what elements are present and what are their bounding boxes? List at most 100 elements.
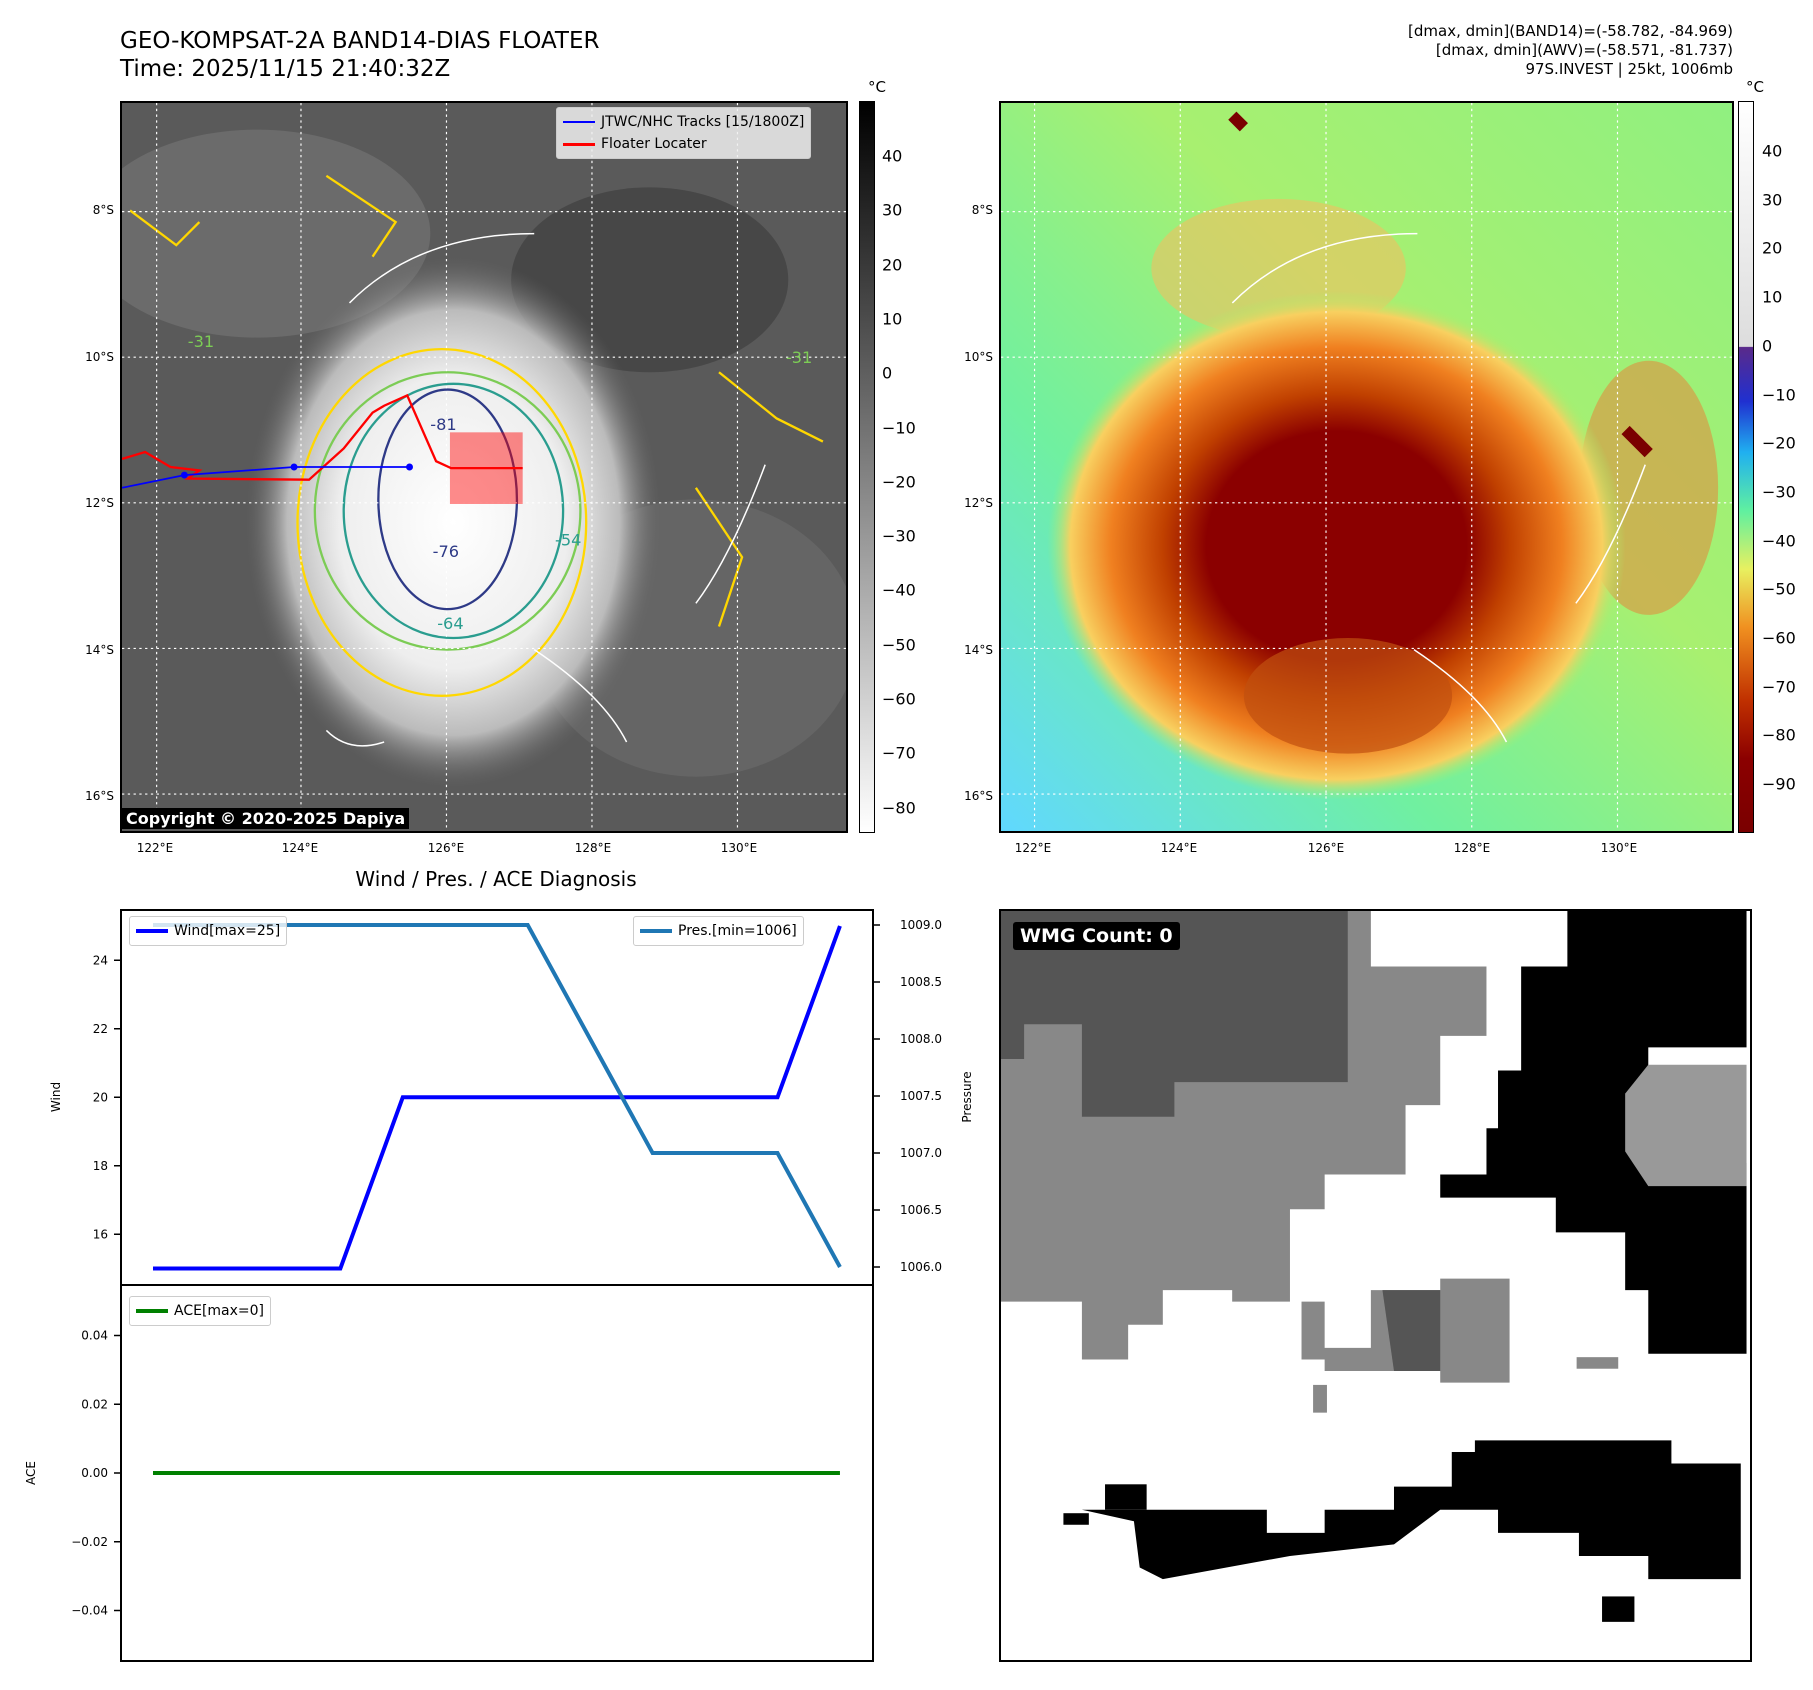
storm-info: 97S.INVEST | 25kt, 1006mb (1525, 60, 1733, 78)
pressure-axis-label: Pressure (960, 1071, 974, 1123)
contour-label: -76 (433, 542, 459, 561)
colorbar-tick: 30 (1762, 190, 1783, 210)
ace-axis-label: ACE (24, 1461, 38, 1485)
colorbar-tick: −60 (882, 689, 916, 709)
lon-tick: 128°E (574, 841, 612, 855)
pressure-tick: 1006.0 (900, 1260, 942, 1274)
awv-map[interactable] (999, 101, 1734, 833)
floater-locater-line (122, 393, 523, 481)
lon-tick: 130°E (1600, 841, 1638, 855)
wind-legend-swatch (136, 929, 168, 933)
colorbar-tick: −50 (1762, 579, 1796, 599)
wind-axis-label: Wind (49, 1081, 63, 1113)
colorbar-tick: 20 (1762, 238, 1783, 258)
colorbar-tick: −10 (1762, 385, 1796, 404)
pres-legend-swatch (640, 929, 672, 933)
info-block: [dmax, dmin](BAND14)=(-58.782, -84.969) … (1408, 22, 1733, 79)
colorbar-tick: 30 (882, 200, 903, 220)
wind-line (153, 925, 842, 1271)
colorbar-tick: −50 (882, 635, 916, 655)
awv-map-image (1001, 103, 1732, 831)
colorbar-tick: −70 (1762, 677, 1796, 697)
pressure-tick: 1006.5 (900, 1203, 942, 1217)
wind-tick: 24 (93, 953, 108, 967)
legend-floater: Floater Locater (601, 136, 707, 152)
colorbar-tick: 40 (882, 146, 903, 166)
ace-legend-swatch (136, 1309, 168, 1313)
colorbar-tick: −10 (882, 418, 916, 437)
ace-panel[interactable] (120, 1284, 874, 1662)
lon-tick: 126°E (1307, 841, 1345, 855)
ace-tick: 0.00 (81, 1466, 108, 1480)
ir-map[interactable]: -81 -76 -64 -54 -31 -31 (120, 101, 848, 833)
pressure-tick: 1007.5 (900, 1089, 942, 1103)
colorbar-tick: −30 (1762, 482, 1796, 502)
ace-tick: −0.04 (71, 1604, 108, 1618)
pres-legend-label: Pres.[min=1006] (678, 923, 797, 939)
wmg-count: WMG Count: 0 (1013, 922, 1180, 950)
diagnosis-title: Wind / Pres. / ACE Diagnosis (355, 867, 637, 891)
colorbar-tick: −40 (882, 580, 916, 600)
lon-tick: 128°E (1453, 841, 1491, 855)
lat-tick: 10°S (964, 350, 993, 364)
ace-tick: 0.02 (81, 1397, 108, 1411)
time-line: Time: 2025/11/15 21:40:32Z (120, 56, 451, 82)
band14-range: [dmax, dmin](BAND14)=(-58.782, -84.969) (1408, 22, 1733, 40)
colorbar-tick: 10 (882, 309, 903, 329)
colorbar-tick: 0 (1762, 336, 1773, 356)
pressure-tick: 1008.0 (900, 1032, 942, 1046)
colorbar-tick: 0 (882, 363, 893, 383)
wind-tick: 18 (93, 1159, 108, 1173)
colorbar-tick: 10 (1762, 287, 1783, 307)
colorbar-tick: −70 (882, 743, 916, 763)
colorbar-tick: 40 (1762, 141, 1783, 161)
lat-tick: 14°S (85, 643, 114, 657)
contour-label: -81 (430, 415, 456, 434)
copyright: Copyright © 2020-2025 Dapiya (122, 808, 410, 829)
colorbar-left (859, 101, 875, 833)
contour-label: -31 (786, 348, 812, 367)
pressure-tick: 1007.0 (900, 1146, 942, 1160)
lon-tick: 122°E (136, 841, 174, 855)
wind-tick: 20 (93, 1090, 108, 1104)
lon-tick: 124°E (1160, 841, 1198, 855)
wind-legend-label: Wind[max=25] (174, 923, 281, 939)
contour-label: -54 (555, 531, 581, 550)
lon-tick: 130°E (720, 841, 758, 855)
pressure-tick: 1009.0 (900, 918, 942, 932)
track-legend-swatch (563, 121, 595, 123)
awv-range: [dmax, dmin](AWV)=(-58.571, -81.737) (1435, 41, 1733, 59)
ace-tick: 0.04 (81, 1329, 108, 1343)
colorbar-tick: −60 (1762, 628, 1796, 648)
colorbar-tick: −80 (1762, 725, 1796, 745)
pressure-legend: Pres.[min=1006] (633, 916, 804, 946)
lat-tick: 14°S (964, 643, 993, 657)
wmg-panel[interactable] (999, 909, 1752, 1662)
track-line (122, 466, 410, 489)
colorbar-tick: −90 (1762, 774, 1796, 794)
contour-label: -64 (437, 614, 463, 633)
lat-tick: 8°S (92, 203, 114, 217)
ace-legend-label: ACE[max=0] (174, 1303, 265, 1319)
colorbar-tick: −80 (882, 798, 916, 818)
pressure-tick: 1008.5 (900, 975, 942, 989)
ir-map-image: -81 -76 -64 -54 -31 -31 (122, 103, 846, 831)
colorbar-unit: °C (1746, 78, 1764, 96)
wmg-image (1001, 911, 1750, 1660)
figure-title: GEO-KOMPSAT-2A BAND14-DIAS FLOATER Time:… (120, 27, 600, 83)
wind-tick: 22 (93, 1022, 108, 1036)
contour-label: -31 (188, 332, 214, 351)
lon-tick: 126°E (427, 841, 465, 855)
lat-tick: 16°S (964, 789, 993, 803)
map-legend: JTWC/NHC Tracks [15/1800Z] Floater Locat… (556, 107, 812, 159)
colorbar-tick: −40 (1762, 531, 1796, 551)
colorbar-right (1738, 101, 1754, 833)
wind-tick: 16 (93, 1227, 108, 1241)
wind-legend: Wind[max=25] (129, 916, 288, 946)
colorbar-tick: −20 (882, 472, 916, 492)
colorbar-tick: −30 (882, 526, 916, 546)
legend-tracks: JTWC/NHC Tracks [15/1800Z] (601, 114, 805, 130)
lat-tick: 8°S (971, 203, 993, 217)
